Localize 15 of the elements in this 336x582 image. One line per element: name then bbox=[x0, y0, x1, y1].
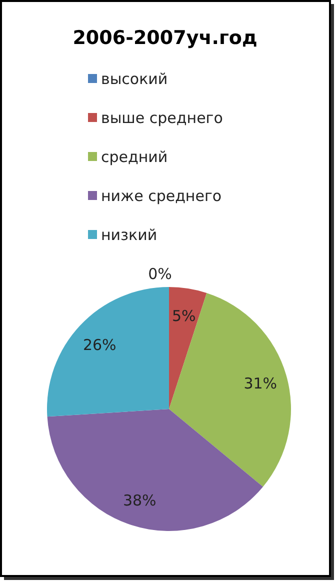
legend-label: ниже среднего bbox=[101, 187, 222, 205]
legend-label: выше среднего bbox=[101, 109, 223, 127]
pie-slice bbox=[47, 409, 264, 531]
text: 0% bbox=[148, 265, 172, 283]
data-label: 31% bbox=[244, 374, 278, 392]
data-label: 38% bbox=[122, 492, 156, 510]
chart-title: 2006-2007уч.год bbox=[72, 27, 258, 49]
data-label: 5% bbox=[172, 307, 196, 326]
pie-slice bbox=[169, 287, 207, 409]
pie-slice bbox=[47, 287, 169, 417]
pie-slice bbox=[169, 292, 291, 487]
legend-label: высокий bbox=[101, 70, 168, 88]
legend-label: средний bbox=[101, 148, 168, 166]
legend-label: низкий bbox=[101, 226, 158, 244]
data-label: 26% bbox=[82, 336, 116, 354]
